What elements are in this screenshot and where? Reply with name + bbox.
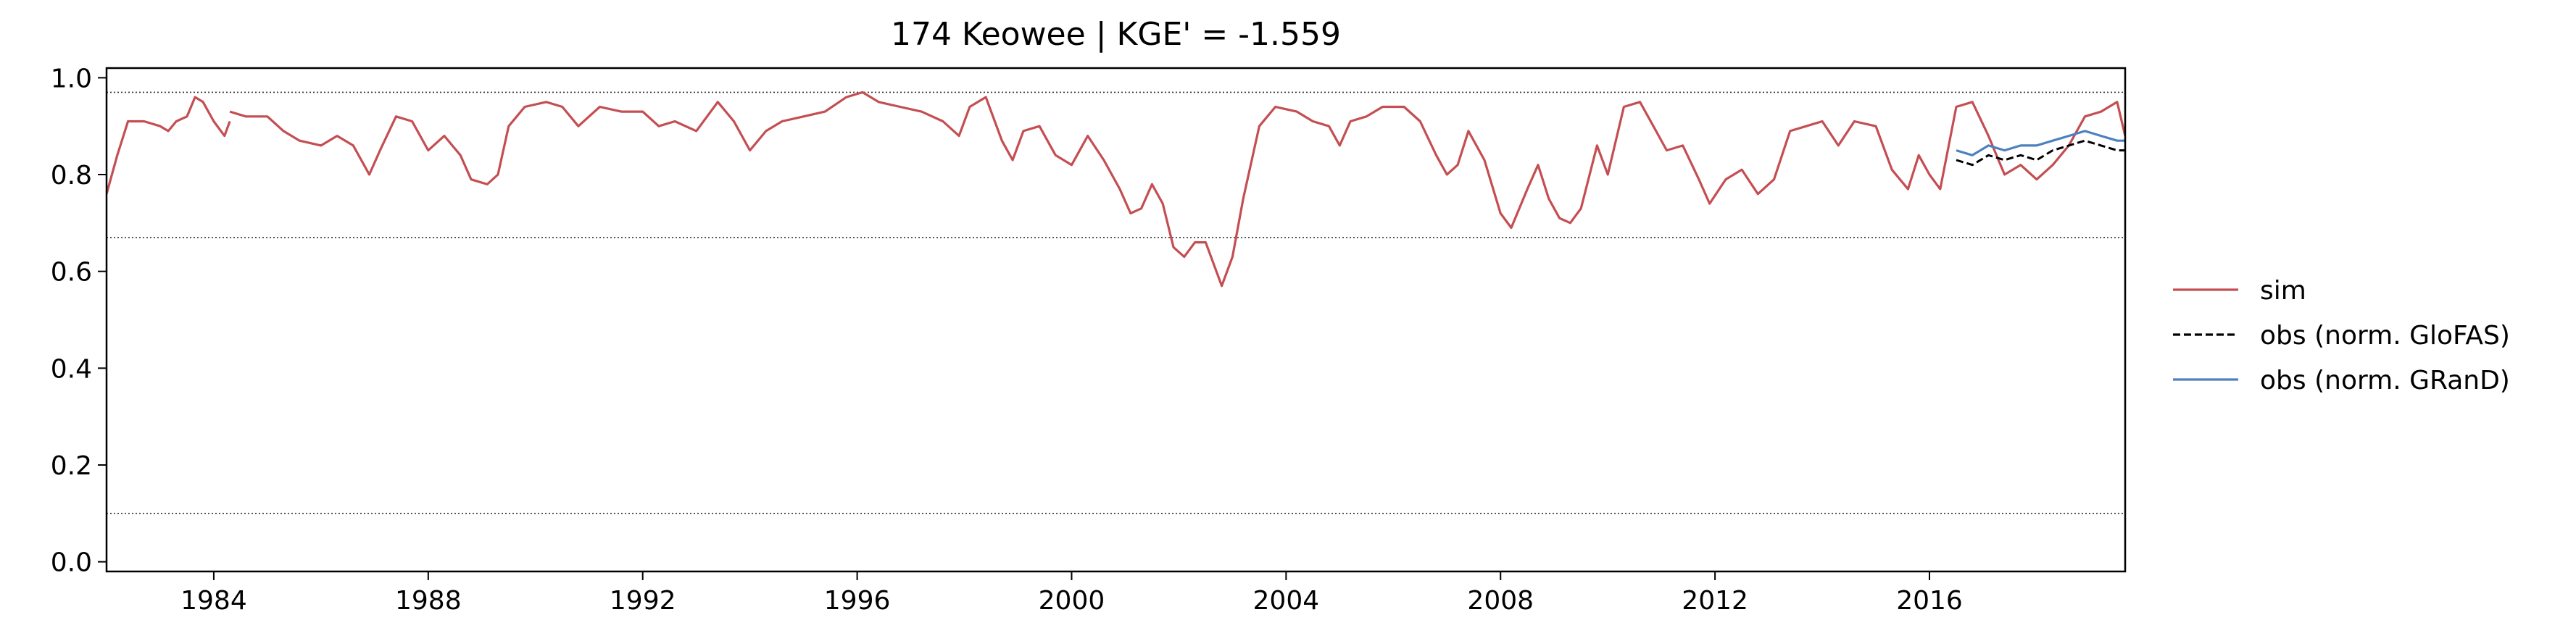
legend: sim obs (norm. GloFAS) obs (norm. GRanD) [2173,276,2510,395]
legend-label: obs (norm. GRanD) [2260,366,2510,395]
plot-area [105,67,2127,573]
x-axis: 1984 1988 1992 1996 2000 2004 2008 2012 2016 [180,571,1963,616]
x-tick-label: 1984 [180,586,247,616]
legend-label: sim [2260,276,2306,306]
axes-frame [105,67,2127,573]
y-tick-label: 1.0 [51,64,92,93]
y-tick-label: 0.4 [51,354,92,384]
x-tick-label: 1996 [824,586,891,616]
chart-title: 174 Keowee | KGE' = -1.559 [891,16,1341,53]
series-line-2-0 [1956,130,2125,156]
y-tick-label: 0.2 [51,451,92,481]
series-line-1-0 [1956,139,2125,167]
x-tick-label: 2000 [1039,586,1105,616]
x-tick-label: 2004 [1253,586,1320,616]
y-tick-label: 0.8 [51,161,92,190]
reference-lines [107,91,2125,514]
x-tick-label: 2012 [1682,586,1748,616]
series-line-0-0 [107,96,231,195]
legend-label: obs (norm. GloFAS) [2260,321,2510,351]
x-tick-label: 1988 [395,586,462,616]
series-line-0-1 [229,91,2125,288]
x-tick-label: 2016 [1896,586,1963,616]
x-tick-label: 2008 [1467,586,1534,616]
y-tick-label: 0.0 [51,548,92,578]
y-axis: 0.0 0.2 0.4 0.6 0.8 1.0 [51,64,107,578]
series-layer [107,91,2125,288]
y-tick-label: 0.6 [51,258,92,288]
x-tick-label: 1992 [610,586,676,616]
